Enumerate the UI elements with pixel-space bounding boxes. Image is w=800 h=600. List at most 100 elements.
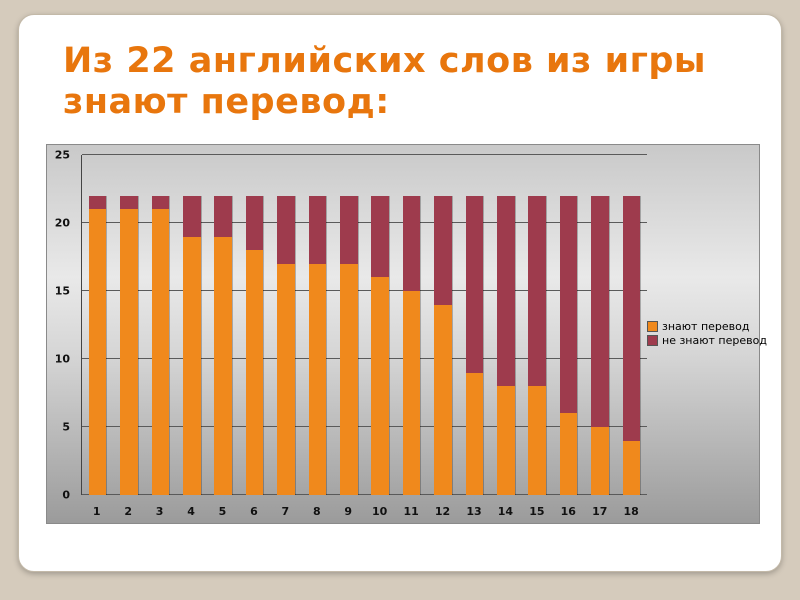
bar-segment-know (559, 413, 578, 495)
stacked-bar (528, 195, 546, 495)
bar-slot (396, 155, 427, 495)
y-tick-label: 15 (54, 284, 70, 298)
bar-slot (584, 155, 615, 495)
stacked-bar (434, 195, 452, 495)
bar-segment-not-know (151, 195, 170, 210)
bar-segment-not-know (88, 195, 107, 210)
x-tick-label: 7 (281, 505, 290, 518)
stacked-bar (120, 195, 138, 495)
bar-slot (521, 155, 552, 495)
x-tick-label: 8 (312, 505, 321, 518)
legend-label: знают перевод (662, 319, 750, 333)
bar-segment-know (277, 263, 295, 495)
bar-segment-know (120, 209, 138, 495)
bar-segment-know (183, 236, 201, 495)
stacked-bar (308, 195, 327, 495)
bar-segment-not-know (402, 195, 421, 291)
x-axis: 1 2 3 4 5 6 7 8 9 10 11 12 13 14 15 16 17 18 (81, 505, 647, 518)
slide-title-line2: знают перевод: (63, 82, 390, 123)
x-tick-label: 4 (187, 505, 195, 518)
bar-segment-not-know (496, 195, 515, 387)
bar-segment-know (434, 304, 452, 495)
bar-segment-know (308, 263, 327, 495)
bar-segment-know (214, 236, 233, 495)
stacked-bar (277, 195, 295, 495)
stacked-bar (465, 195, 484, 495)
legend-item: знают перевод (647, 320, 757, 333)
x-tick-label: 13 (466, 505, 482, 518)
legend-label: не знают перевод (662, 333, 767, 347)
bar-slot (365, 155, 396, 495)
x-tick-label: 14 (497, 505, 514, 518)
bar-slot (553, 155, 584, 495)
x-tick-label: 12 (434, 505, 451, 518)
x-tick-label: 9 (344, 505, 353, 518)
bar-segment-not-know (465, 195, 484, 373)
x-tick-label: 5 (218, 505, 227, 518)
legend-swatch (647, 320, 658, 332)
x-tick-label: 10 (372, 505, 388, 518)
y-tick-label: 20 (54, 216, 70, 230)
bar-segment-know (591, 427, 609, 495)
bar-segment-not-know (277, 195, 295, 264)
bar-segment-not-know (559, 195, 578, 414)
y-axis: 0 5 10 15 20 25 (47, 149, 77, 502)
bar-segment-not-know (245, 195, 264, 251)
x-tick-label: 3 (155, 505, 164, 518)
bar-slot (270, 155, 301, 495)
gridline (82, 222, 647, 223)
y-tick-label: 5 (62, 420, 70, 434)
legend-item: не знают перевод (647, 334, 767, 347)
x-tick-label: 15 (529, 505, 545, 518)
bar-segment-not-know (214, 195, 233, 237)
bar-segment-not-know (591, 195, 609, 427)
y-tick-label: 10 (54, 352, 70, 366)
y-tick-label: 0 (62, 488, 70, 502)
stacked-bar (214, 195, 233, 495)
bar-segment-not-know (120, 195, 138, 210)
legend-swatch (647, 334, 658, 346)
x-tick-label: 11 (403, 505, 419, 518)
bar-segment-know (245, 250, 264, 495)
bar-slot (208, 155, 239, 495)
bar-segment-know (465, 372, 484, 495)
bars-container (82, 155, 647, 495)
gridline (82, 426, 647, 427)
bar-segment-know (88, 209, 107, 495)
bar-segment-not-know (371, 195, 389, 278)
bar-segment-not-know (622, 195, 641, 441)
x-tick-label: 1 (92, 505, 101, 518)
x-tick-label: 6 (250, 505, 258, 518)
x-tick-label: 18 (623, 505, 639, 518)
bar-segment-not-know (434, 195, 452, 305)
bar-segment-know (528, 386, 546, 495)
bar-segment-know (622, 440, 641, 495)
chart-legend: знают перевод не знают перевод (647, 319, 767, 348)
gridline (82, 494, 647, 495)
stacked-bar (402, 195, 421, 495)
bar-slot (113, 155, 144, 495)
gridline (82, 154, 647, 155)
bar-segment-not-know (340, 195, 358, 264)
y-tick-label: 25 (54, 148, 70, 162)
slide-content-area: Из 22 английских слов из игры знают перев… (18, 14, 782, 572)
bar-slot (427, 155, 458, 495)
bar-slot (302, 155, 333, 495)
x-tick-label: 2 (124, 505, 132, 518)
chart-plot-area (81, 154, 647, 495)
bar-segment-not-know (183, 195, 201, 237)
slide-title-line1: Из 22 английских слов из игры (63, 41, 707, 81)
bar-slot (239, 155, 270, 495)
bar-segment-know (402, 291, 421, 495)
stacked-bar (371, 195, 389, 495)
bar-segment-know (340, 263, 358, 495)
bar-slot (176, 155, 207, 495)
bar-slot (616, 155, 647, 495)
gridline (82, 290, 647, 291)
x-tick-label: 17 (592, 505, 608, 518)
stacked-bar (245, 195, 264, 495)
stacked-bar (496, 195, 515, 495)
x-tick-label: 16 (560, 505, 576, 518)
bar-slot (82, 155, 113, 495)
